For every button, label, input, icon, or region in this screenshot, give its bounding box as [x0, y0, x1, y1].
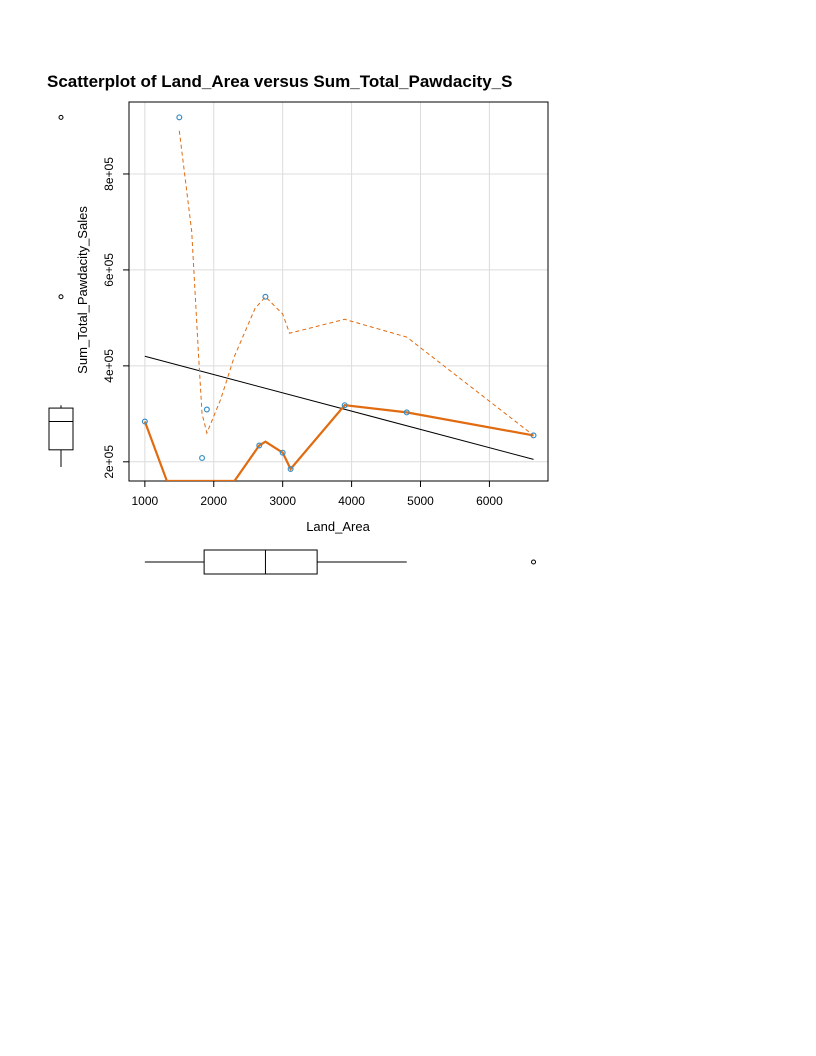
spread-line-upper: [178, 130, 534, 436]
plot-frame: [128, 101, 549, 482]
y-box: [48, 407, 74, 451]
x-axis-label: Land_Area: [306, 519, 370, 534]
x-tick-label: 3000: [269, 494, 296, 508]
data-points: [141, 114, 537, 473]
x-tick-label: 4000: [338, 494, 365, 508]
x-tick-label: 2000: [200, 494, 227, 508]
axes: 1000 2000 3000 4000 5000 6000 2e+05 4e+05 6e+05 8…: [102, 101, 549, 508]
fit-lines: [143, 130, 534, 481]
x-box: [203, 549, 318, 575]
data-point: [341, 402, 348, 409]
x-tick-label: 1000: [131, 494, 158, 508]
y-tick-label: 2e+05: [102, 445, 116, 479]
x-tick-label: 6000: [476, 494, 503, 508]
y-tick-label: 4e+05: [102, 349, 116, 383]
x-box-outlier: [531, 559, 537, 565]
data-point: [141, 418, 148, 425]
chart-title: Scatterplot of Land_Area versus Sum_Tota…: [47, 72, 512, 91]
y-tick-label: 6e+05: [102, 253, 116, 287]
y-box-outlier: [58, 294, 64, 300]
grid: [129, 102, 548, 481]
clipped-lines: [143, 130, 534, 481]
data-point: [199, 454, 206, 461]
y-axis-label: Sum_Total_Pawdacity_Sales: [75, 206, 90, 374]
data-point: [256, 442, 263, 449]
y-tick-label: 8e+05: [102, 157, 116, 191]
data-point: [203, 406, 210, 413]
boxplots: [48, 114, 537, 575]
data-point: [287, 466, 294, 473]
x-tick-label: 5000: [407, 494, 434, 508]
smooth-line: [143, 404, 534, 481]
data-point: [403, 409, 410, 416]
regression-line: [144, 355, 534, 460]
data-point: [279, 449, 286, 456]
y-box-outlier: [58, 114, 64, 120]
data-point: [530, 432, 537, 439]
data-point: [176, 114, 183, 121]
data-point: [262, 293, 269, 300]
